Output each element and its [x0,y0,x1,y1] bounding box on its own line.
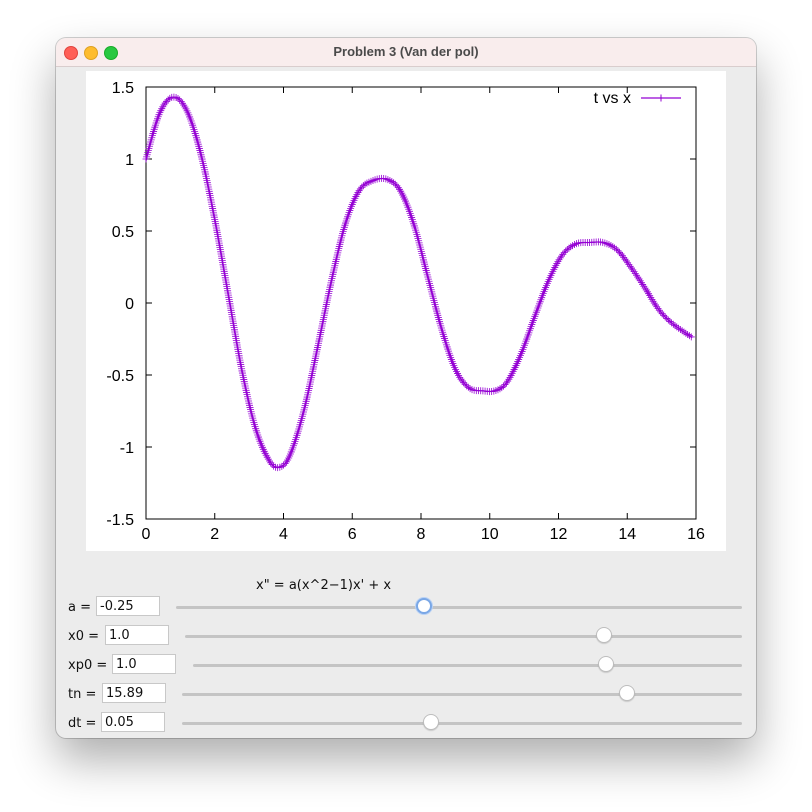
x-tick-label: 16 [687,526,705,543]
parameter-slider-track[interactable] [176,606,742,609]
parameter-label: xp0 = [68,658,108,673]
legend-marker [657,94,665,102]
minimize-window-button[interactable] [84,46,98,60]
y-tick-label: 1.5 [112,80,134,97]
parameter-value-field[interactable] [102,683,166,703]
parameter-row: dt = [56,712,756,736]
x-tick-label: 8 [417,526,426,543]
equation-label: x" = a(x^2−1)x' + x [256,578,392,593]
x-tick-label: 6 [348,526,357,543]
parameter-slider-thumb[interactable] [596,627,613,643]
parameter-slider-track[interactable] [193,664,742,667]
window-title: Problem 3 (Van der pol) [333,44,479,59]
y-tick-label: 0 [125,296,134,313]
legend-label: t vs x [594,90,631,107]
parameter-value-field[interactable] [112,654,176,674]
parameter-label: x0 = [68,629,99,644]
parameter-slider-thumb[interactable] [415,598,432,614]
y-tick-label: -1.5 [106,512,134,529]
parameter-slider-thumb[interactable] [618,685,635,701]
parameter-value-field[interactable] [105,625,169,645]
y-tick-label: -1 [120,440,134,457]
x-tick-label: 14 [618,526,636,543]
zoom-window-button[interactable] [104,46,118,60]
parameter-row: a = [56,596,756,620]
parameter-row: xp0 = [56,654,756,678]
parameter-value-field[interactable] [96,596,160,616]
close-window-button[interactable] [64,46,78,60]
parameter-value-field[interactable] [101,712,165,732]
parameter-slider-track[interactable] [182,693,742,696]
parameter-slider-track[interactable] [182,722,742,725]
x-tick-label: 12 [550,526,568,543]
title-bar: Problem 3 (Van der pol) [56,38,756,67]
parameter-label: tn = [68,687,97,702]
x-tick-label: 0 [142,526,151,543]
plot-frame [145,86,697,520]
parameter-label: dt = [68,716,97,731]
series-markers [142,93,695,472]
app-window: Problem 3 (Van der pol) 0 2 4 6 8 10 12 14 16 -1.… [56,38,756,738]
y-tick-label: -0.5 [106,368,134,385]
parameter-label: a = [68,600,91,615]
parameter-row: x0 = [56,625,756,649]
parameter-slider-thumb[interactable] [423,714,440,730]
x-tick-label: 10 [481,526,499,543]
parameter-slider-track[interactable] [185,635,742,638]
x-tick-label: 4 [279,526,288,543]
y-tick-label: 0.5 [112,224,134,241]
parameter-row: tn = [56,683,756,707]
parameter-slider-thumb[interactable] [598,656,615,672]
plot-area: 0 2 4 6 8 10 12 14 16 -1.5 -1 -0.5 0 0.5 1 1.5 t vs x [86,71,726,551]
line-chart: 0 2 4 6 8 10 12 14 16 -1.5 -1 -0.5 0 0.5 1 1.5 t vs x [106,80,705,543]
y-tick-label: 1 [125,152,134,169]
x-tick-label: 2 [210,526,219,543]
